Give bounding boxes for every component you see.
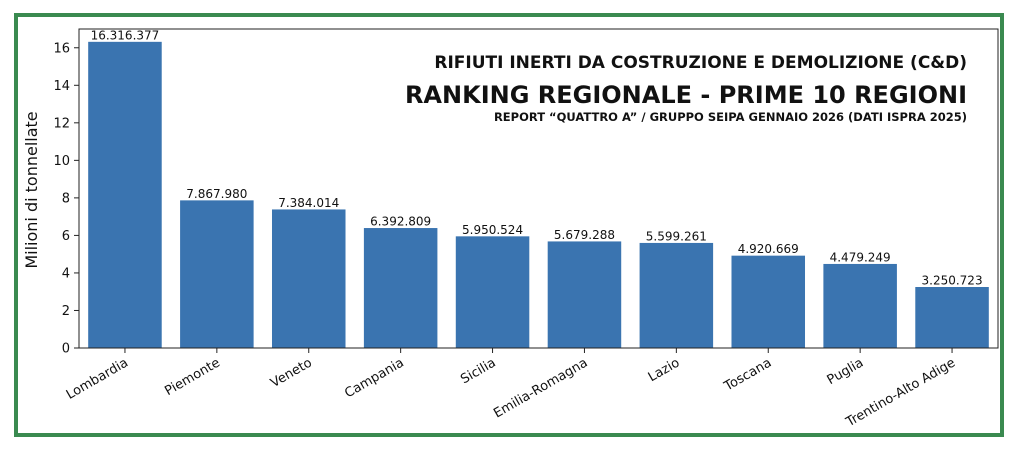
y-tick-label: 10 — [53, 154, 70, 169]
x-tick-label: Puglia — [825, 355, 867, 388]
y-tick-label: 2 — [62, 304, 70, 319]
x-tick-label: Campania — [342, 355, 406, 401]
bar-veneto — [271, 209, 346, 348]
bar-value-label: 5.679.288 — [554, 228, 615, 242]
bar-value-label: 16.316.377 — [91, 28, 160, 42]
bar-emilia-romagna — [547, 241, 622, 348]
y-tick-label: 8 — [62, 191, 70, 206]
bar-value-label: 3.250.723 — [922, 274, 983, 288]
x-tick-label: Piemonte — [162, 355, 222, 399]
y-tick-label: 0 — [62, 342, 70, 357]
y-tick-label: 6 — [62, 229, 70, 244]
y-axis-label: Milioni di tonnellate — [22, 111, 41, 268]
x-tick-label: Emilia-Romagna — [491, 355, 590, 421]
x-tick-label: Sicilia — [458, 355, 498, 387]
chart-subtitle: RANKING REGIONALE - PRIME 10 REGIONI — [405, 81, 967, 109]
bar-value-label: 5.950.524 — [462, 223, 523, 237]
y-tick-label: 14 — [53, 79, 70, 94]
bar-puglia — [823, 263, 897, 348]
chart-note: REPORT “QUATTRO A” / GRUPPO SEIPA GENNAI… — [494, 110, 967, 124]
bar-value-label: 6.392.809 — [370, 215, 431, 229]
x-tick-label: Toscana — [721, 355, 774, 394]
chart-titles: RIFIUTI INERTI DA COSTRUZIONE E DEMOLIZI… — [405, 53, 967, 124]
y-tick-label: 16 — [53, 41, 70, 56]
bar-value-label: 4.479.249 — [830, 250, 891, 264]
bar-value-label: 4.920.669 — [738, 242, 799, 256]
x-axis: Lombardia Piemonte Veneto Campania SiciliaEm… — [64, 348, 958, 431]
chart-frame — [14, 13, 1004, 437]
bar-sicilia — [455, 236, 530, 348]
x-tick-label: Veneto — [268, 355, 315, 391]
plot-area-border — [78, 28, 999, 349]
bar-trentino-alto-adige — [915, 287, 989, 348]
chart-title: RIFIUTI INERTI DA COSTRUZIONE E DEMOLIZI… — [434, 53, 967, 73]
bars-group: 16.316.377 7.867.980 7.384.014 6.392.809 5.9… — [88, 28, 989, 349]
bar-lombardia — [88, 41, 162, 349]
bar-piemonte — [180, 200, 254, 348]
bar-lazio — [639, 242, 714, 348]
bar-value-label: 7.867.980 — [186, 187, 247, 201]
bar-value-label: 5.599.261 — [646, 229, 707, 243]
bar-value-label: 7.384.014 — [278, 196, 339, 210]
bar-toscana — [731, 255, 806, 348]
y-axis: 0 2 4 6 8 10 12 14 16 — [53, 41, 79, 357]
y-tick-label: 4 — [62, 266, 70, 281]
x-tick-label: Lazio — [646, 355, 683, 385]
x-tick-label: Lombardia — [64, 355, 131, 402]
bar-campania — [363, 228, 438, 348]
y-tick-label: 12 — [53, 116, 70, 131]
